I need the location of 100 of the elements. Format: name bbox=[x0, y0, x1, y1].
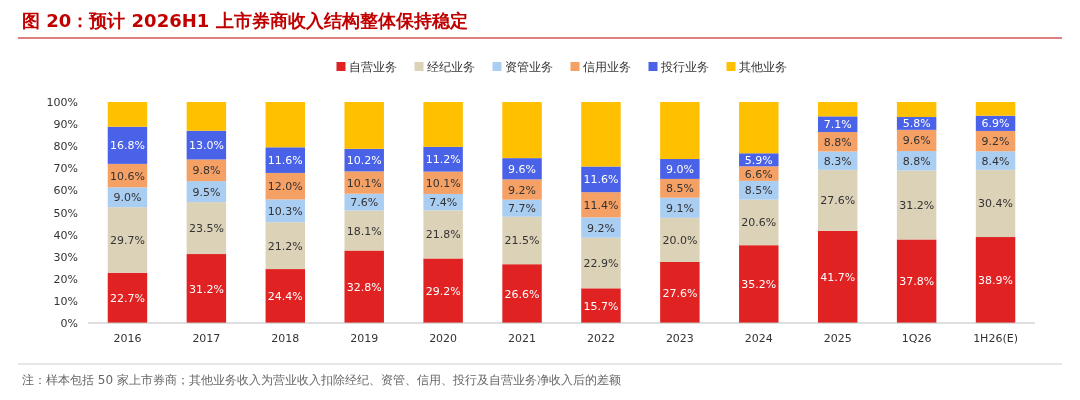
data-label: 5.8% bbox=[902, 117, 931, 131]
data-label: 22.9% bbox=[583, 257, 619, 270]
data-label: 11.4% bbox=[583, 198, 619, 212]
data-label: 11.6% bbox=[267, 154, 303, 168]
data-label: 9.8% bbox=[192, 164, 221, 178]
data-label: 6.9% bbox=[981, 117, 1010, 131]
data-label: 31.2% bbox=[188, 282, 224, 296]
bar bbox=[975, 169, 1016, 238]
data-label: 35.2% bbox=[741, 278, 777, 292]
x-tick-label: 2017 bbox=[192, 332, 221, 345]
y-tick-label: 50% bbox=[53, 206, 78, 220]
data-label: 29.7% bbox=[109, 234, 145, 248]
bar bbox=[896, 102, 937, 118]
data-label: 38.9% bbox=[978, 274, 1014, 288]
data-label: 9.6% bbox=[508, 162, 537, 176]
data-label: 21.5% bbox=[504, 234, 540, 248]
bar bbox=[581, 102, 621, 167]
data-label: 8.4% bbox=[981, 154, 1010, 168]
data-label: 10.1% bbox=[425, 176, 461, 190]
y-tick-label: 70% bbox=[53, 162, 78, 176]
data-label: 22.7% bbox=[109, 291, 145, 305]
data-label: 18.1% bbox=[346, 224, 382, 238]
data-label: 41.7% bbox=[820, 270, 856, 284]
data-label: 9.2% bbox=[981, 135, 1010, 149]
bar bbox=[660, 217, 700, 262]
y-tick-label: 90% bbox=[53, 118, 78, 132]
bar bbox=[423, 258, 463, 323]
bar bbox=[186, 102, 227, 131]
data-label: 6.6% bbox=[744, 167, 773, 181]
data-label: 26.6% bbox=[504, 287, 540, 301]
bar bbox=[344, 250, 384, 323]
data-label: 8.5% bbox=[665, 182, 694, 196]
bar bbox=[265, 102, 306, 148]
data-label: 10.1% bbox=[346, 176, 382, 190]
x-tick-label: 2021 bbox=[508, 332, 537, 345]
bar bbox=[423, 102, 463, 147]
y-tick-label: 0% bbox=[60, 317, 78, 330]
bar bbox=[739, 199, 779, 246]
x-tick-label: 2016 bbox=[113, 332, 142, 345]
data-label: 8.5% bbox=[744, 184, 773, 198]
x-tick-label: 1Q26 bbox=[901, 332, 932, 345]
legend-label: 其他业务 bbox=[738, 60, 787, 74]
y-tick-label: 30% bbox=[53, 250, 78, 264]
bar bbox=[896, 170, 937, 240]
bar bbox=[817, 102, 858, 117]
bar bbox=[107, 207, 148, 273]
data-label: 11.2% bbox=[425, 153, 461, 167]
data-label: 20.0% bbox=[662, 233, 698, 247]
data-label: 9.2% bbox=[508, 183, 537, 197]
data-label: 27.6% bbox=[662, 286, 698, 300]
data-label: 9.0% bbox=[665, 162, 694, 176]
data-label: 10.3% bbox=[267, 204, 303, 218]
bar bbox=[186, 254, 227, 323]
x-tick-label: 1H26(E) bbox=[973, 332, 1018, 345]
x-tick-label: 2024 bbox=[744, 332, 773, 345]
chart-title: 图 20：预计 2026H1 上市券商收入结构整体保持稳定 bbox=[22, 10, 468, 31]
data-label: 9.5% bbox=[192, 185, 221, 199]
data-label: 31.2% bbox=[899, 198, 935, 212]
data-label: 37.8% bbox=[899, 275, 935, 289]
y-tick-label: 40% bbox=[53, 228, 78, 242]
bar bbox=[265, 222, 306, 270]
data-label: 27.6% bbox=[820, 194, 856, 208]
data-label: 9.0% bbox=[113, 191, 142, 205]
data-label: 11.6% bbox=[583, 173, 619, 187]
bar bbox=[502, 216, 542, 265]
bar bbox=[265, 269, 306, 323]
data-label: 7.4% bbox=[429, 196, 458, 210]
data-label: 12.0% bbox=[267, 180, 303, 194]
bar bbox=[344, 102, 384, 149]
x-tick-label: 2022 bbox=[586, 332, 615, 345]
data-label: 5.9% bbox=[744, 153, 773, 167]
legend-label: 投行业务 bbox=[659, 60, 709, 74]
data-label: 21.2% bbox=[267, 239, 303, 253]
data-label: 30.4% bbox=[978, 197, 1014, 211]
data-label: 7.6% bbox=[350, 196, 379, 210]
data-label: 8.3% bbox=[823, 154, 852, 168]
y-tick-label: 60% bbox=[53, 184, 78, 198]
data-label: 15.7% bbox=[583, 299, 619, 313]
data-label: 9.6% bbox=[902, 134, 931, 148]
bar bbox=[896, 239, 937, 323]
x-tick-label: 2018 bbox=[271, 332, 300, 345]
data-label: 29.2% bbox=[425, 284, 461, 298]
data-label: 21.8% bbox=[425, 228, 461, 242]
bar bbox=[739, 102, 779, 154]
bar bbox=[423, 210, 463, 259]
data-label: 7.1% bbox=[823, 118, 852, 132]
bar bbox=[344, 210, 384, 251]
bar bbox=[817, 230, 858, 323]
bar bbox=[975, 237, 1016, 323]
x-tick-label: 2020 bbox=[429, 332, 458, 345]
x-tick-label: 2023 bbox=[665, 332, 694, 345]
legend-label: 经纪业务 bbox=[426, 60, 475, 74]
bar bbox=[107, 102, 148, 127]
text: 注：样本包括 50 家上市券商；其他业务收入为营业收入扣除经纪、资管、信用、投行及自营业务净收入后的差额 bbox=[22, 373, 621, 387]
data-label: 8.8% bbox=[902, 154, 931, 168]
bar bbox=[817, 169, 858, 231]
legend-label: 资管业务 bbox=[504, 60, 553, 74]
data-label: 24.4% bbox=[267, 290, 303, 304]
data-label: 10.2% bbox=[346, 154, 382, 168]
bar bbox=[581, 288, 621, 323]
